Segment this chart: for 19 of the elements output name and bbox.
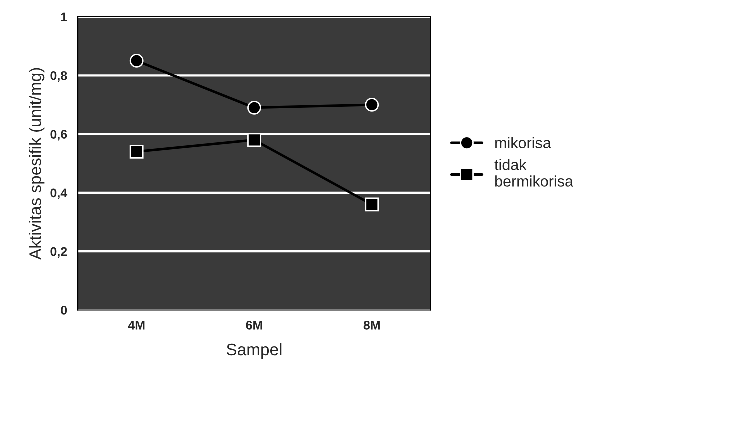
point xyxy=(130,144,144,159)
point xyxy=(130,54,144,68)
y-tick-label: 0,4 xyxy=(50,188,68,200)
y-tick-label: 0 xyxy=(61,306,68,315)
y-tick-label: 0,6 xyxy=(50,130,68,141)
y-axis-title: Aktivitas spesifik (unit/mg) xyxy=(29,68,45,260)
point xyxy=(365,198,380,212)
y-tick-label: 1 xyxy=(61,12,68,22)
y-tick-label: 0,2 xyxy=(50,247,68,258)
x-axis-title: Sampel xyxy=(226,343,282,359)
legend-label: tidak bermikorisa xyxy=(494,159,574,187)
point xyxy=(248,100,262,115)
point xyxy=(365,98,380,112)
point xyxy=(248,133,262,148)
x-tick-label: 6M xyxy=(246,320,262,330)
legend-label: mikorisa xyxy=(496,137,552,149)
y-tick-label: 0,8 xyxy=(50,71,68,82)
x-tick-label: 8M xyxy=(364,320,380,330)
x-tick-label: 4M xyxy=(128,321,145,330)
